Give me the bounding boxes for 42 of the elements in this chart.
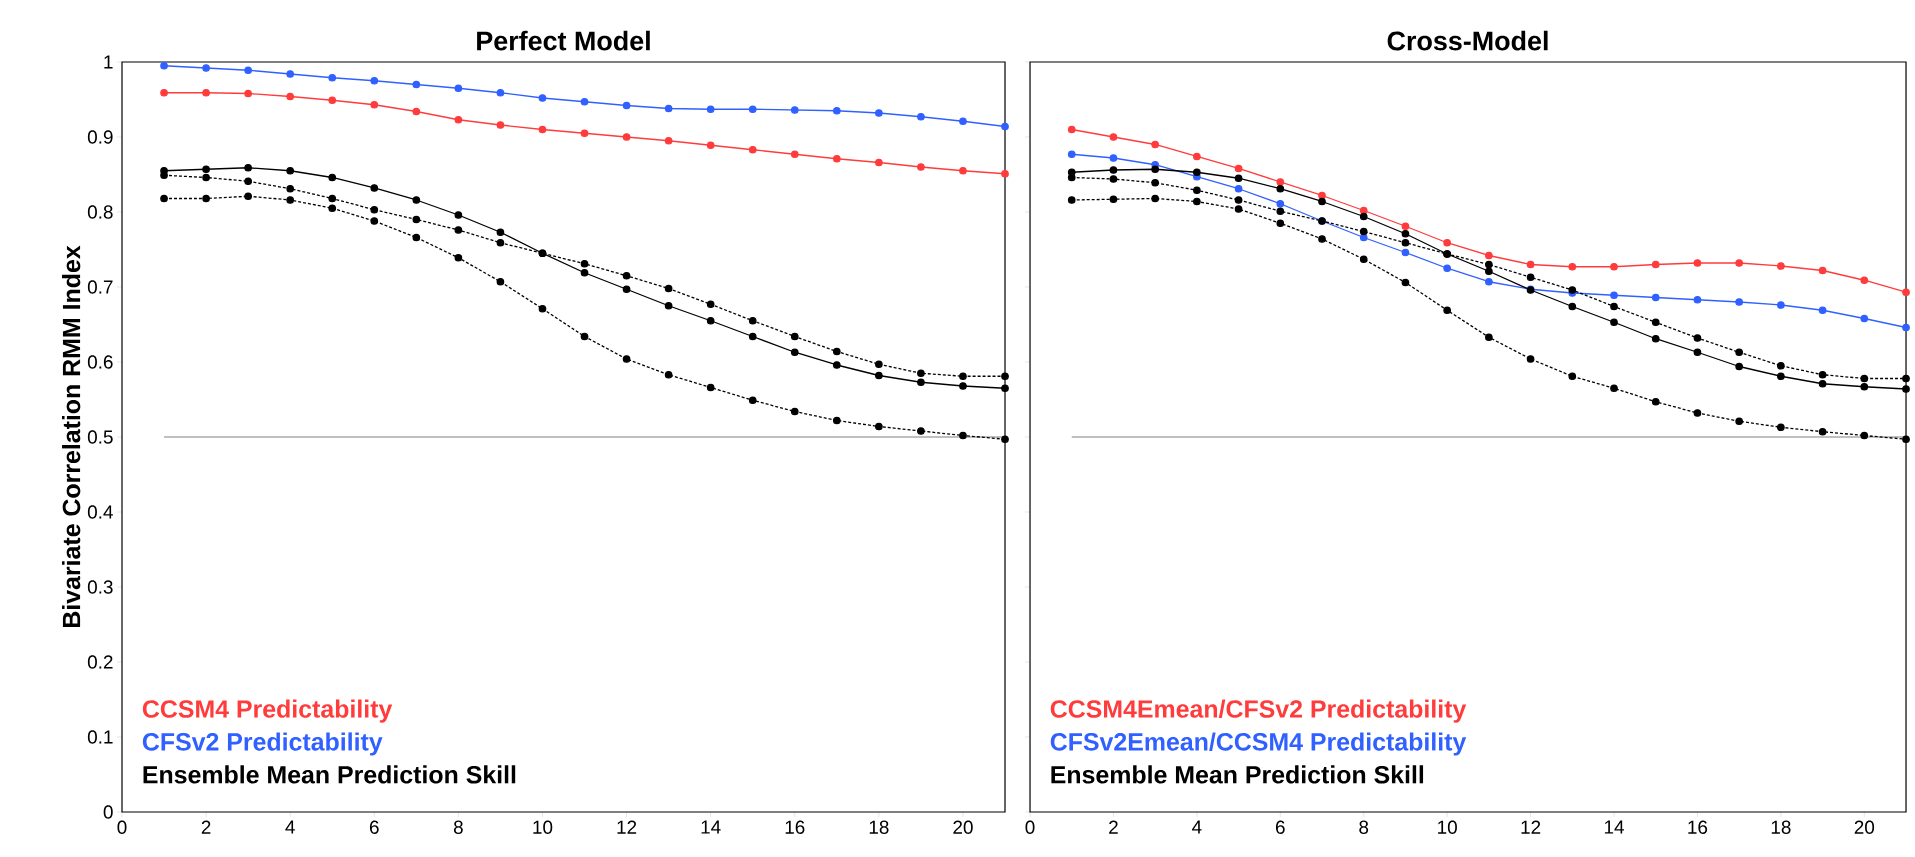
x-tick-label: 8 [453, 820, 463, 834]
x-tick-label: 2 [201, 820, 211, 834]
x-tick-label: 0 [117, 820, 127, 834]
y-axis-title: Bivariate Correlation RMM Index [62, 245, 81, 628]
y-tick-label: 0.7 [87, 280, 113, 294]
x-tick-label: 20 [953, 820, 973, 834]
x-tick-label: 10 [533, 820, 553, 834]
y-tick-label: 0.2 [87, 655, 113, 669]
x-tick-label: 14 [1604, 820, 1624, 834]
x-tick-label: 18 [869, 820, 889, 834]
chart-title: Cross-Model [1387, 30, 1548, 51]
y-tick-label: 0.9 [87, 130, 113, 144]
y-tick-label: 0.4 [87, 505, 113, 519]
y-tick-label: 0.6 [87, 355, 113, 369]
y-tick-label: 0.1 [87, 730, 113, 744]
x-tick-label: 2 [1109, 820, 1118, 834]
y-tick-label: 0 [103, 805, 113, 819]
x-tick-label: 6 [1275, 820, 1285, 834]
y-tick-label: 0.5 [87, 430, 113, 444]
x-tick-label: 10 [1438, 820, 1457, 834]
text: Ensemble Mean Prediction Skill [143, 765, 516, 784]
x-tick-label: 4 [285, 820, 295, 834]
x-tick-label: 8 [1359, 820, 1369, 834]
x-tick-label: 6 [369, 820, 379, 834]
text: CCSM4Emean/CFSv2 Predictability [1050, 699, 1467, 723]
x-tick-label: 0 [1025, 820, 1035, 834]
y-tick-label: 0.8 [87, 205, 113, 219]
y-tick-label: 0.3 [87, 580, 113, 594]
x-tick-label: 12 [1521, 820, 1541, 834]
y-tick-label: 1 [104, 55, 113, 69]
x-tick-label: 18 [1771, 820, 1791, 834]
text: CFSv2 Predictability [142, 732, 383, 756]
x-tick-label: 20 [1854, 820, 1875, 834]
text: CFSv2Emean/CCSM4 Predictability [1050, 732, 1467, 756]
x-tick-label: 16 [1688, 820, 1708, 834]
chart-title: Perfect Model [477, 30, 650, 51]
x-tick-label: 4 [1192, 820, 1202, 834]
x-tick-label: 14 [701, 820, 721, 834]
text: CCSM4 Predictability [142, 699, 393, 723]
x-tick-label: 16 [785, 820, 805, 834]
text: Ensemble Mean Prediction Skill [1051, 765, 1424, 784]
x-tick-label: 12 [617, 820, 637, 834]
